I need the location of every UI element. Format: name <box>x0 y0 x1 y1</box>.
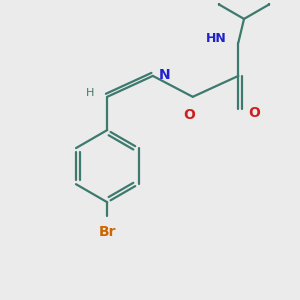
Text: N: N <box>158 68 170 82</box>
Text: O: O <box>183 108 195 122</box>
Text: O: O <box>248 106 260 120</box>
Text: H: H <box>85 88 94 98</box>
Text: HN: HN <box>206 32 227 45</box>
Text: Br: Br <box>98 225 116 239</box>
